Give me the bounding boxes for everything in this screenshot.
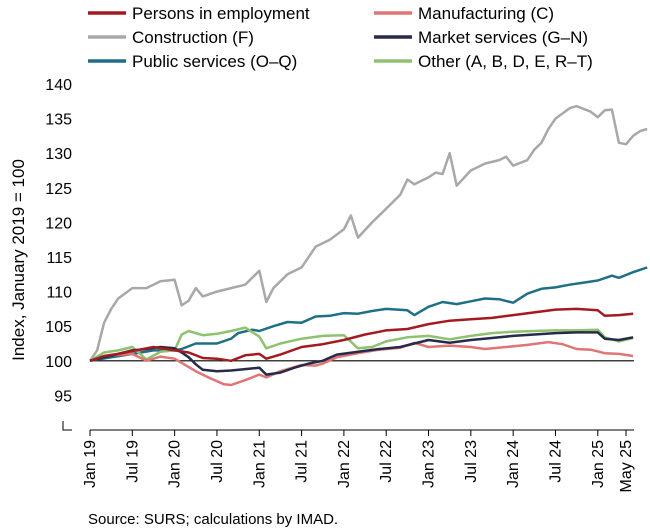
y-tick-label: 135 — [45, 112, 72, 129]
legend-label-manufacturing: Manufacturing (C) — [418, 4, 554, 23]
legend-label-public-services: Public services (O–Q) — [132, 52, 297, 71]
source-note: Source: SURS; calculations by IMAD. — [88, 511, 338, 528]
y-tick-label: 115 — [46, 250, 72, 267]
x-tick-label: Jan 23 — [421, 440, 438, 488]
legend-item-construction: Construction (F) — [88, 28, 254, 47]
series-line-construction — [88, 104, 648, 362]
x-tick-label: Jan 21 — [251, 440, 268, 488]
series-line-persons-in-employment — [89, 307, 634, 363]
legend-label-construction: Construction (F) — [132, 28, 254, 47]
legend-item-persons-in-employment: Persons in employment — [88, 4, 310, 23]
x-tick-label: Jan 19 — [82, 440, 99, 488]
legend-item-market-services: Market services (G–N) — [374, 28, 588, 47]
series-line-manufacturing — [89, 340, 634, 387]
legend-label-market-services: Market services (G–N) — [418, 28, 588, 47]
x-tick-label: Jan 22 — [336, 440, 353, 488]
legend-label-persons-in-employment: Persons in employment — [132, 4, 310, 23]
y-tick-label: 110 — [46, 285, 72, 302]
y-tick-label: 95 — [54, 388, 72, 405]
legend-label-other: Other (A, B, D, E, R–T) — [418, 52, 593, 71]
x-tick-label: May 25 — [618, 440, 635, 493]
x-tick-label: Jul 23 — [463, 440, 480, 483]
x-tick-label: Jan 20 — [167, 440, 184, 488]
x-tick-label: Jul 20 — [209, 440, 226, 483]
axis-break — [62, 421, 72, 431]
x-tick-label: Jul 22 — [378, 440, 395, 483]
legend: Persons in employment Manufacturing (C) … — [88, 4, 593, 71]
x-tick-label: Jul 21 — [294, 440, 311, 483]
series-lines — [88, 104, 648, 387]
y-tick-label: 125 — [45, 181, 72, 198]
x-tick-label: Jul 24 — [547, 440, 564, 483]
y-axis-ticks: 95 100 105 110 115 120 125 130 135 140 — [45, 77, 72, 405]
x-tick-label: Jan 25 — [590, 440, 607, 488]
y-tick-label: 140 — [45, 77, 72, 94]
series-line-public-services — [89, 266, 648, 363]
legend-item-manufacturing: Manufacturing (C) — [374, 4, 554, 23]
legend-item-public-services: Public services (O–Q) — [88, 52, 297, 71]
x-axis-ticks: Jan 19 Jul 19 Jan 20 Jul 20 Jan 21 Jul 21 Jan … — [82, 430, 635, 492]
y-axis-title: Index, January 2019 = 100 — [9, 159, 28, 361]
series-line-market-services — [89, 331, 634, 376]
y-tick-label: 130 — [45, 146, 72, 163]
y-tick-label: 105 — [45, 319, 72, 336]
x-tick-label: Jul 19 — [124, 440, 141, 483]
x-tick-label: Jan 24 — [505, 440, 522, 488]
y-tick-label: 120 — [45, 215, 72, 232]
legend-item-other: Other (A, B, D, E, R–T) — [374, 52, 593, 71]
y-tick-label: 100 — [45, 354, 72, 371]
